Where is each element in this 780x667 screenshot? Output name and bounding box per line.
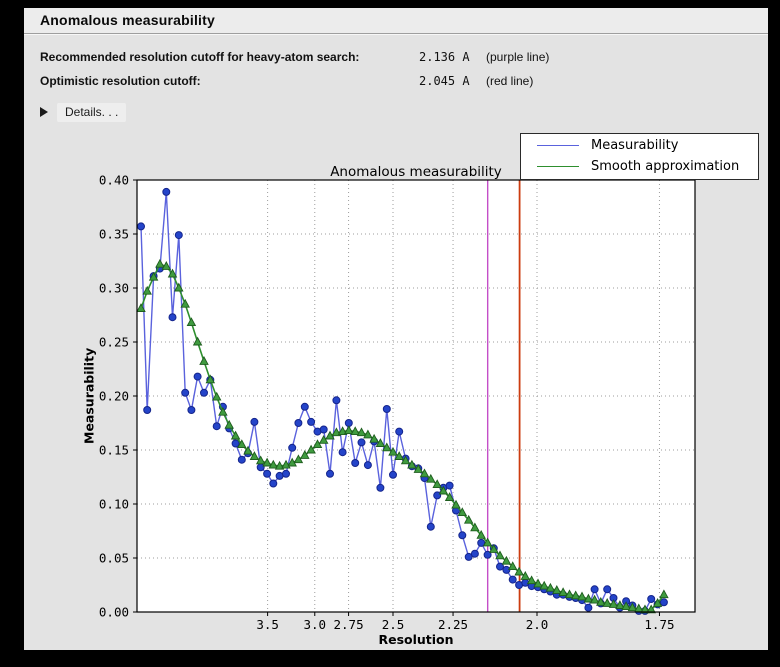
chart-legend: Measurability Smooth approximation [520,133,759,180]
recommended-cutoff-label: Recommended resolution cutoff for heavy-… [40,50,360,64]
optimistic-cutoff-value: 2.045 A [419,74,470,88]
legend-line-green [537,166,579,167]
svg-text:0.35: 0.35 [99,227,129,242]
details-label: Details. . . [57,102,127,122]
svg-text:0.05: 0.05 [99,551,129,566]
optimistic-cutoff-note: (red line) [486,74,534,88]
legend-label: Smooth approximation [591,159,740,174]
recommended-cutoff-note: (purple line) [486,50,550,64]
details-disclosure[interactable]: Details. . . [40,102,127,122]
svg-text:0.40: 0.40 [99,173,129,188]
svg-text:2.25: 2.25 [438,617,468,632]
recommended-cutoff-value: 2.136 A [419,50,470,64]
svg-text:3.0: 3.0 [303,617,326,632]
chart-title: Anomalous measurability [330,164,502,180]
anomalous-measurability-panel: Anomalous measurability Recommended reso… [24,8,768,650]
legend-line-blue [537,145,579,146]
legend-label: Measurability [591,138,679,153]
svg-text:0.30: 0.30 [99,281,129,296]
svg-text:2.75: 2.75 [334,617,364,632]
measurability-chart: 3.5 3.0 2.75 2.5 2.25 2.0 1.75 0.00 0.05 0.10 0.15… [99,173,696,632]
page-title: Anomalous measurability [40,12,215,28]
optimistic-cutoff-label: Optimistic resolution cutoff: [40,74,201,88]
y-axis-label: Measurability [81,347,97,445]
legend-item-measurability: Measurability [521,136,758,156]
disclosure-triangle-icon [40,107,48,117]
svg-text:0.10: 0.10 [99,497,129,512]
svg-text:0.20: 0.20 [99,389,129,404]
svg-text:2.5: 2.5 [382,617,405,632]
svg-text:1.75: 1.75 [644,617,674,632]
svg-text:0.25: 0.25 [99,335,129,350]
panel-header: Anomalous measurability [24,8,768,34]
x-axis-label: Resolution [378,632,454,647]
svg-text:3.5: 3.5 [256,617,279,632]
svg-text:0.00: 0.00 [99,605,129,620]
legend-item-smooth-approximation: Smooth approximation [521,157,758,177]
svg-text:0.15: 0.15 [99,443,129,458]
chart-figure: 3.5 3.0 2.75 2.5 2.25 2.0 1.75 0.00 0.05 0.10 0.15… [24,8,768,652]
svg-text:2.0: 2.0 [526,617,549,632]
